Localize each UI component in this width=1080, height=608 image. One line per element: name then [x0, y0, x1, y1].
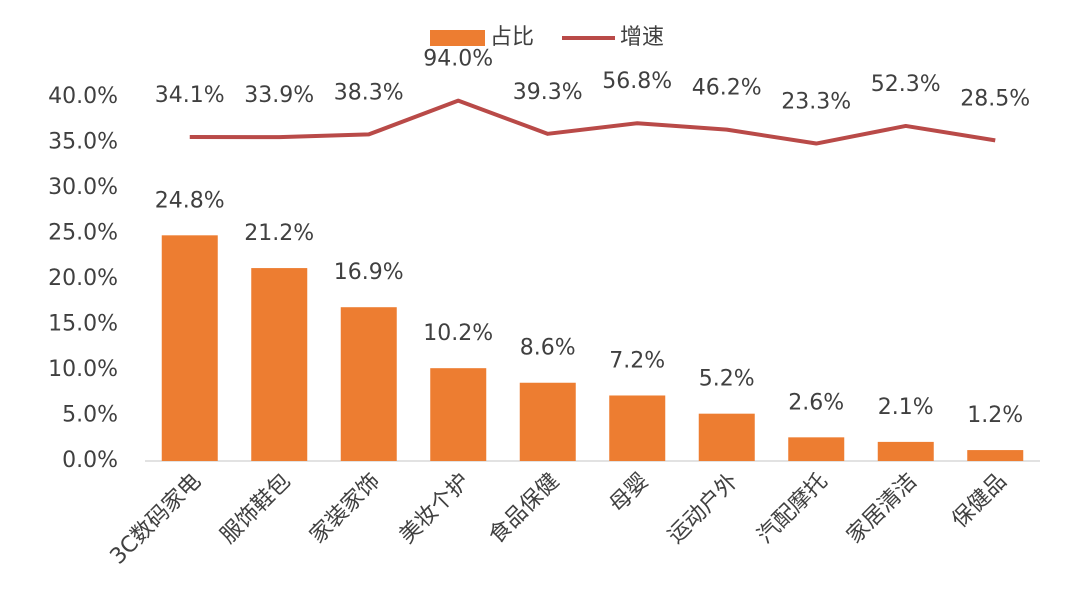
data-label: 52.3% [871, 72, 941, 97]
data-label: 33.9% [244, 83, 314, 108]
data-label: 2.1% [878, 395, 934, 420]
bar [519, 382, 576, 461]
y-tick-label: 30.0% [48, 175, 118, 200]
bar [340, 307, 397, 461]
x-tick-label: 保健品 [947, 469, 1011, 533]
bar [430, 368, 487, 461]
x-tick-label: 母婴 [605, 469, 654, 518]
line [189, 98, 996, 146]
data-label: 2.6% [788, 390, 844, 415]
data-label: 21.2% [244, 221, 314, 246]
legend-label: 占比 [490, 25, 534, 50]
x-tick-label: 运动户外 [663, 469, 743, 549]
y-tick-label: 20.0% [48, 266, 118, 291]
x-tick-label: 汽配摩托 [753, 469, 833, 549]
data-label: 8.6% [520, 336, 576, 361]
legend-swatch [430, 30, 485, 46]
y-tick-label: 15.0% [48, 312, 118, 337]
data-label: 34.1% [155, 83, 225, 108]
data-label: 10.2% [423, 321, 493, 346]
data-label: 56.8% [602, 69, 672, 94]
x-tick-label: 家装家饰 [305, 469, 385, 549]
y-tick-label: 5.0% [62, 403, 118, 428]
x-tick-label: 服饰鞋包 [216, 469, 296, 549]
bar [967, 450, 1024, 461]
x-tick-label: 3C数码家电 [106, 469, 207, 570]
x-tick-label: 美妆个护 [395, 469, 475, 549]
legend-label: 增速 [620, 25, 664, 50]
x-tick-label: 家居清洁 [842, 469, 922, 549]
x-tick-label: 食品保健 [484, 469, 564, 549]
data-label: 1.2% [967, 403, 1023, 428]
y-tick-label: 25.0% [48, 221, 118, 246]
bar [609, 395, 666, 461]
bar [788, 437, 845, 461]
data-label: 39.3% [513, 80, 583, 105]
data-label: 46.2% [692, 76, 762, 101]
data-label: 23.3% [781, 90, 851, 115]
y-tick-label: 35.0% [48, 130, 118, 155]
data-label: 24.8% [155, 188, 225, 213]
data-label: 94.0% [423, 47, 493, 72]
data-label: 16.9% [334, 260, 404, 285]
y-tick-label: 10.0% [48, 357, 118, 382]
y-tick-label: 40.0% [48, 84, 118, 109]
data-label: 7.2% [609, 348, 665, 373]
data-label: 38.3% [334, 80, 404, 105]
bar [161, 235, 218, 461]
data-label: 28.5% [960, 86, 1030, 111]
data-label: 5.2% [699, 367, 755, 392]
bar [877, 441, 934, 461]
bar [698, 413, 755, 461]
y-tick-label: 0.0% [62, 448, 118, 473]
bar [251, 268, 308, 461]
